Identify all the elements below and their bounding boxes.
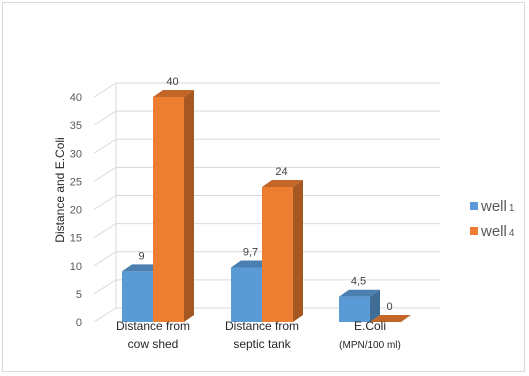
y-tick-label: 35 — [70, 120, 82, 132]
category-label: Distance from — [225, 319, 299, 333]
gridline — [93, 138, 440, 154]
legend-entry: well 1 — [480, 198, 515, 215]
category-label: E.Coli — [354, 319, 386, 333]
category-labels: Distance from cow shed Distance from septic… — [116, 319, 401, 351]
data-label: 9 — [138, 250, 144, 262]
category-label: cow shed — [128, 337, 179, 351]
gridlines — [93, 82, 440, 323]
gridline — [93, 166, 440, 182]
legend-entry: well 4 — [480, 223, 515, 240]
bars — [122, 90, 411, 322]
legend-swatch — [470, 227, 478, 235]
data-label: 4,5 — [351, 276, 366, 288]
y-axis-label: Distance and E.Coli — [53, 137, 67, 242]
data-label: 9,7 — [243, 246, 258, 258]
data-label: 0 — [386, 301, 392, 313]
y-tick-label: 30 — [70, 148, 82, 160]
gridline — [93, 110, 440, 126]
y-tick-label: 10 — [70, 261, 82, 273]
y-tick-label: 5 — [76, 289, 82, 301]
y-tick-label: 0 — [76, 317, 82, 329]
bar — [153, 90, 194, 322]
legend-swatch — [470, 202, 478, 210]
category-label: Distance from — [116, 319, 190, 333]
y-tick-label: 15 — [70, 233, 82, 245]
y-tick-label: 40 — [70, 92, 82, 104]
y-tick-label: 20 — [70, 205, 82, 217]
category-label: (MPN/100 ml) — [339, 340, 401, 351]
data-label: 24 — [275, 166, 287, 178]
bar — [370, 315, 411, 322]
legend: well 1 well 4 — [470, 198, 515, 240]
y-tick-label: 25 — [70, 176, 82, 188]
data-labels: 9 40 9,7 24 4,5 0 — [138, 76, 392, 313]
y-tick-labels: 0 5 10 15 20 25 30 35 40 — [70, 92, 82, 329]
bar — [339, 289, 380, 322]
gridline — [93, 82, 440, 98]
category-label: septic tank — [233, 337, 291, 351]
bar — [262, 180, 303, 322]
data-label: 40 — [166, 76, 178, 88]
